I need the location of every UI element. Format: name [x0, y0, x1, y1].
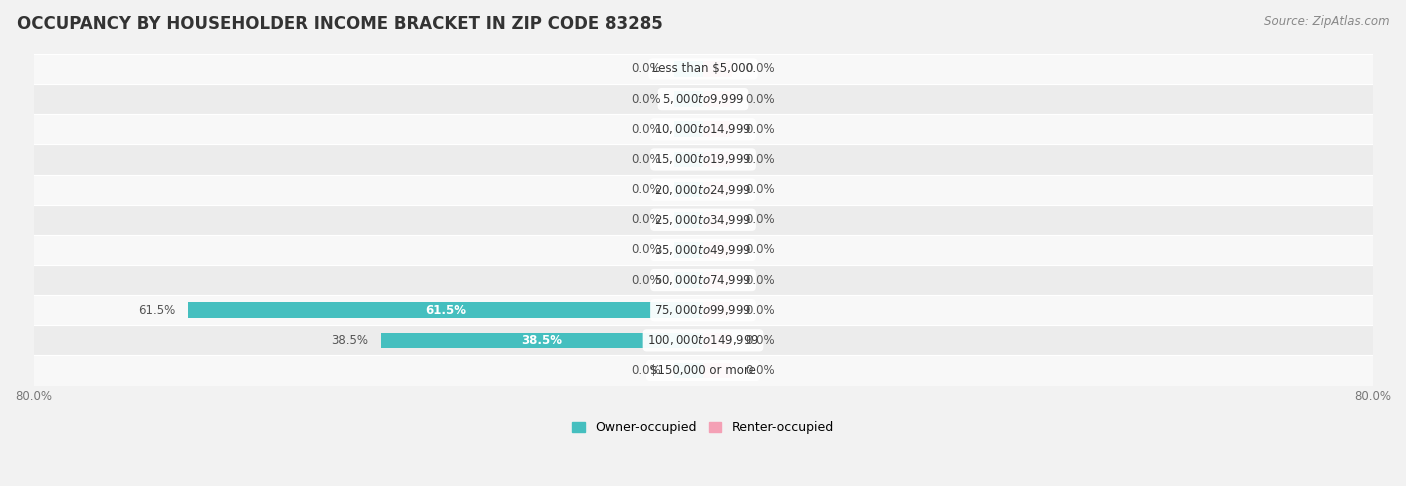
Bar: [188, 302, 703, 318]
Text: 0.0%: 0.0%: [631, 123, 661, 136]
Bar: [673, 242, 703, 258]
Text: $100,000 to $149,999: $100,000 to $149,999: [647, 333, 759, 347]
Bar: [703, 272, 733, 288]
Legend: Owner-occupied, Renter-occupied: Owner-occupied, Renter-occupied: [568, 416, 838, 439]
Bar: [703, 332, 733, 348]
Text: 0.0%: 0.0%: [745, 334, 775, 347]
Bar: [673, 61, 703, 77]
Text: 38.5%: 38.5%: [332, 334, 368, 347]
Text: 0.0%: 0.0%: [631, 243, 661, 257]
Bar: [703, 302, 733, 318]
Text: $150,000 or more: $150,000 or more: [650, 364, 756, 377]
Bar: [34, 355, 1372, 385]
Text: 0.0%: 0.0%: [745, 304, 775, 317]
Text: $20,000 to $24,999: $20,000 to $24,999: [654, 183, 752, 196]
Bar: [34, 114, 1372, 144]
Text: 0.0%: 0.0%: [631, 63, 661, 75]
Bar: [673, 122, 703, 137]
Text: 0.0%: 0.0%: [745, 123, 775, 136]
Text: OCCUPANCY BY HOUSEHOLDER INCOME BRACKET IN ZIP CODE 83285: OCCUPANCY BY HOUSEHOLDER INCOME BRACKET …: [17, 15, 662, 33]
Text: 0.0%: 0.0%: [745, 153, 775, 166]
Bar: [34, 295, 1372, 325]
Text: $15,000 to $19,999: $15,000 to $19,999: [654, 153, 752, 166]
Bar: [703, 91, 733, 107]
Text: 0.0%: 0.0%: [631, 183, 661, 196]
Bar: [34, 265, 1372, 295]
Text: 38.5%: 38.5%: [522, 334, 562, 347]
Bar: [673, 182, 703, 197]
Text: 0.0%: 0.0%: [745, 93, 775, 105]
Text: Source: ZipAtlas.com: Source: ZipAtlas.com: [1264, 15, 1389, 28]
Bar: [34, 235, 1372, 265]
Bar: [34, 205, 1372, 235]
Bar: [703, 61, 733, 77]
Bar: [703, 152, 733, 167]
Text: Less than $5,000: Less than $5,000: [652, 63, 754, 75]
Text: 0.0%: 0.0%: [745, 183, 775, 196]
Text: $10,000 to $14,999: $10,000 to $14,999: [654, 122, 752, 136]
Bar: [673, 91, 703, 107]
Bar: [703, 122, 733, 137]
Bar: [381, 332, 703, 348]
Text: 0.0%: 0.0%: [631, 274, 661, 287]
Bar: [673, 152, 703, 167]
Text: 61.5%: 61.5%: [139, 304, 176, 317]
Text: 0.0%: 0.0%: [745, 364, 775, 377]
Bar: [703, 242, 733, 258]
Text: $25,000 to $34,999: $25,000 to $34,999: [654, 213, 752, 227]
Bar: [673, 363, 703, 379]
Bar: [703, 363, 733, 379]
Bar: [34, 54, 1372, 84]
Bar: [703, 182, 733, 197]
Text: 0.0%: 0.0%: [631, 213, 661, 226]
Text: 0.0%: 0.0%: [631, 153, 661, 166]
Text: $35,000 to $49,999: $35,000 to $49,999: [654, 243, 752, 257]
Text: $75,000 to $99,999: $75,000 to $99,999: [654, 303, 752, 317]
Text: 0.0%: 0.0%: [631, 93, 661, 105]
Text: 0.0%: 0.0%: [745, 243, 775, 257]
Bar: [34, 174, 1372, 205]
Bar: [34, 84, 1372, 114]
Bar: [703, 212, 733, 227]
Text: 0.0%: 0.0%: [745, 274, 775, 287]
Text: $50,000 to $74,999: $50,000 to $74,999: [654, 273, 752, 287]
Text: 61.5%: 61.5%: [425, 304, 467, 317]
Text: 0.0%: 0.0%: [745, 63, 775, 75]
Bar: [34, 325, 1372, 355]
Text: 0.0%: 0.0%: [631, 364, 661, 377]
Text: $5,000 to $9,999: $5,000 to $9,999: [662, 92, 744, 106]
Text: 0.0%: 0.0%: [745, 213, 775, 226]
Bar: [673, 212, 703, 227]
Bar: [34, 144, 1372, 174]
Bar: [673, 272, 703, 288]
